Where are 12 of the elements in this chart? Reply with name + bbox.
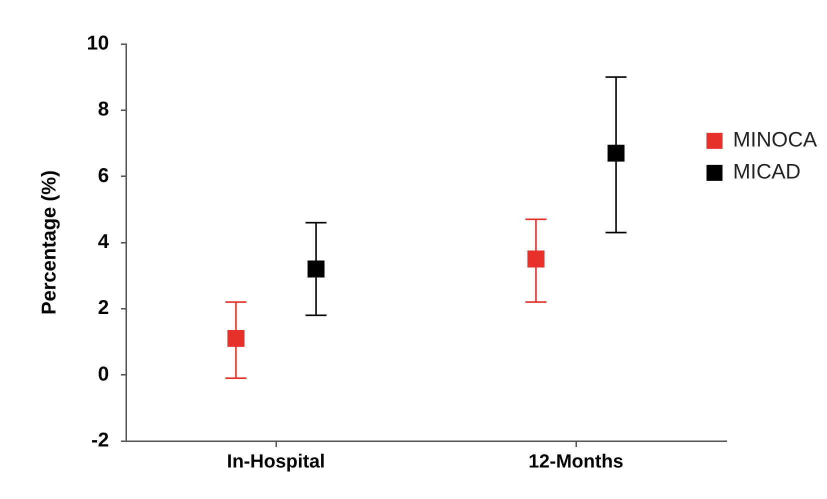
y-tick-label: 2	[98, 297, 109, 320]
y-tick-label: 6	[98, 164, 109, 187]
legend-label: MINOCA	[733, 128, 817, 152]
legend-label: MICAD	[733, 160, 801, 184]
y-tick-label: 4	[98, 231, 110, 254]
x-tick-label: In-Hospital	[226, 452, 326, 473]
x-tick-label: 12-Months	[528, 452, 624, 473]
y-axis-title: Percentage (%)	[38, 170, 61, 315]
y-tick-label: 10	[86, 32, 109, 55]
y-tick-label: -2	[91, 430, 109, 452]
y-tick-label: 8	[98, 98, 109, 121]
y-tick-label: 0	[98, 363, 109, 386]
